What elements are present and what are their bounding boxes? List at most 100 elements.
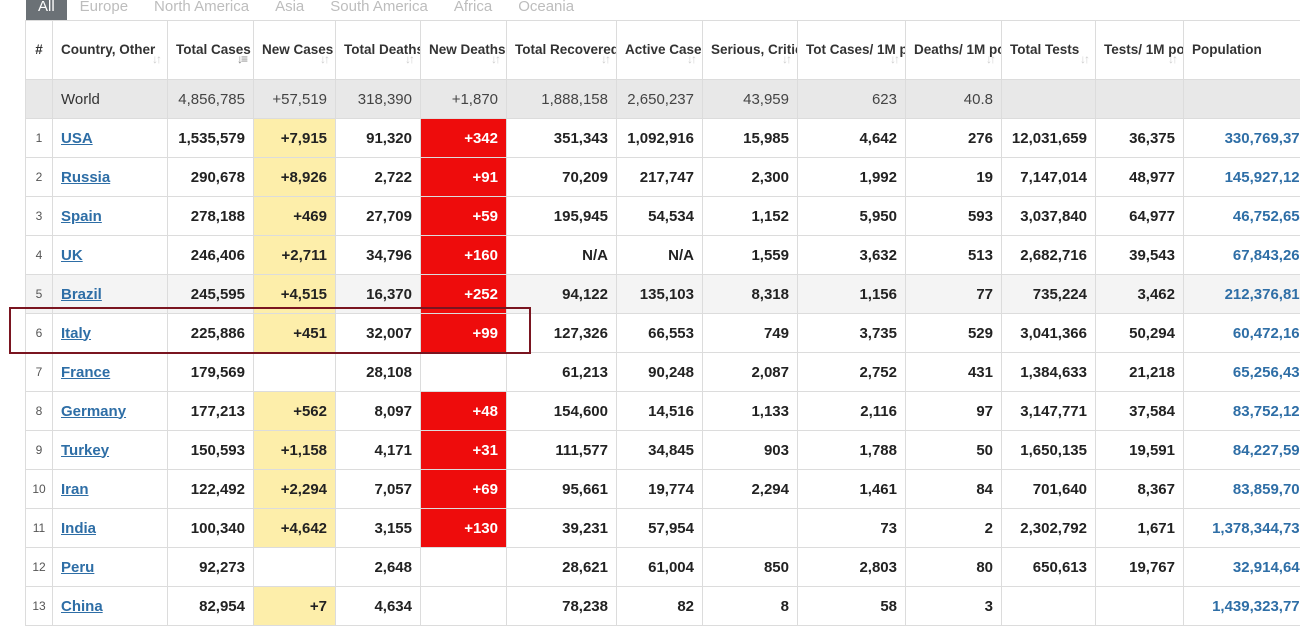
country-link[interactable]: Spain	[61, 208, 102, 225]
column-header-total-cases[interactable]: Total Cases↓≡	[168, 21, 254, 80]
column-header-deaths-per-m[interactable]: Deaths/ 1M pop↓↑	[906, 21, 1002, 80]
cell-deaths-per-m: 529	[906, 314, 1002, 353]
tab-oceania[interactable]: Oceania	[505, 0, 587, 20]
cell-country: UK	[53, 236, 168, 275]
cell-tests-per-m: 48,977	[1096, 158, 1184, 197]
sort-arrows-icon[interactable]: ↓↑	[405, 49, 413, 69]
country-link[interactable]: Turkey	[61, 442, 109, 459]
cell-new-cases: +7,915	[254, 119, 336, 158]
column-header-tests-per-m[interactable]: Tests/ 1M pop↓↑	[1096, 21, 1184, 80]
column-header-population[interactable]: Population↓↑	[1184, 21, 1300, 80]
cell-deaths-per-m: 593	[906, 197, 1002, 236]
cell-deaths-per-m: 97	[906, 392, 1002, 431]
cell-population: 32,914,644	[1184, 548, 1300, 587]
cell-idx: 10	[26, 470, 53, 509]
cell-idx: 2	[26, 158, 53, 197]
tab-asia[interactable]: Asia	[262, 0, 317, 20]
column-header-cases-per-m[interactable]: Tot Cases/ 1M pop↓↑	[798, 21, 906, 80]
cell-new-deaths	[421, 353, 507, 392]
country-link[interactable]: India	[61, 520, 96, 537]
column-header-total-recovered[interactable]: Total Recovered↓↑	[507, 21, 617, 80]
cell-total-tests: 12,031,659	[1002, 119, 1096, 158]
country-link[interactable]: China	[61, 598, 103, 615]
sort-arrows-icon[interactable]: ↓↑	[1080, 49, 1088, 69]
cell-serious: 903	[703, 431, 798, 470]
cell-country: Peru	[53, 548, 168, 587]
cell-total-cases: 82,954	[168, 587, 254, 626]
country-link[interactable]: Brazil	[61, 286, 102, 303]
country-link[interactable]: Germany	[61, 403, 126, 420]
cell-total-tests	[1002, 80, 1096, 119]
cell-total-recovered: 351,343	[507, 119, 617, 158]
column-header-active-cases[interactable]: Active Cases↓↑	[617, 21, 703, 80]
cell-country: Italy	[53, 314, 168, 353]
sort-arrows-icon[interactable]: ↓↑	[986, 49, 994, 69]
cell-total-recovered: 127,326	[507, 314, 617, 353]
country-link[interactable]: USA	[61, 130, 93, 147]
column-header-total-deaths[interactable]: Total Deaths↓↑	[336, 21, 421, 80]
sort-arrows-icon[interactable]: ↓↑	[687, 49, 695, 69]
sort-arrows-icon[interactable]: ↓≡	[237, 49, 246, 69]
country-link[interactable]: UK	[61, 247, 83, 264]
cell-total-tests: 650,613	[1002, 548, 1096, 587]
country-link[interactable]: Iran	[61, 481, 89, 498]
cell-total-recovered: 154,600	[507, 392, 617, 431]
cell-total-recovered: 61,213	[507, 353, 617, 392]
country-link[interactable]: Peru	[61, 559, 94, 576]
column-header-new-deaths[interactable]: New Deaths↓↑	[421, 21, 507, 80]
tab-all[interactable]: All	[26, 0, 67, 20]
sort-arrows-icon[interactable]: ↓↑	[320, 49, 328, 69]
cell-total-deaths: 32,007	[336, 314, 421, 353]
column-header-total-tests[interactable]: Total Tests↓↑	[1002, 21, 1096, 80]
cell-cases-per-m: 2,752	[798, 353, 906, 392]
cell-deaths-per-m: 77	[906, 275, 1002, 314]
tab-south-america[interactable]: South America	[317, 0, 441, 20]
column-header-label: #	[35, 42, 43, 57]
cell-new-deaths: +69	[421, 470, 507, 509]
cell-active-cases: 90,248	[617, 353, 703, 392]
cell-total-deaths: 4,634	[336, 587, 421, 626]
cell-total-deaths: 27,709	[336, 197, 421, 236]
country-link[interactable]: France	[61, 364, 110, 381]
tab-africa[interactable]: Africa	[441, 0, 505, 20]
cell-total-tests: 1,384,633	[1002, 353, 1096, 392]
cell-tests-per-m: 1,671	[1096, 509, 1184, 548]
country-link[interactable]: Italy	[61, 325, 91, 342]
cell-country: Spain	[53, 197, 168, 236]
sort-arrows-icon[interactable]: ↓↑	[782, 49, 790, 69]
cell-idx: 12	[26, 548, 53, 587]
cell-deaths-per-m: 513	[906, 236, 1002, 275]
cell-total-recovered: 111,577	[507, 431, 617, 470]
column-header-serious[interactable]: Serious, Critical↓↑	[703, 21, 798, 80]
sort-arrows-icon[interactable]: ↓↑	[152, 49, 160, 69]
column-header-label: Country, Other	[61, 42, 155, 57]
cell-serious: 1,133	[703, 392, 798, 431]
cell-total-tests: 1,650,135	[1002, 431, 1096, 470]
cell-cases-per-m: 1,461	[798, 470, 906, 509]
sort-arrows-icon[interactable]: ↓↑	[491, 49, 499, 69]
sort-arrows-icon[interactable]: ↓↑	[890, 49, 898, 69]
cell-total-tests	[1002, 587, 1096, 626]
cell-total-cases: 1,535,579	[168, 119, 254, 158]
cell-cases-per-m: 3,735	[798, 314, 906, 353]
cell-new-cases: +562	[254, 392, 336, 431]
cell-new-cases: +4,515	[254, 275, 336, 314]
cell-tests-per-m: 8,367	[1096, 470, 1184, 509]
cell-serious: 850	[703, 548, 798, 587]
cell-population: 65,256,433	[1184, 353, 1300, 392]
tab-europe[interactable]: Europe	[67, 0, 141, 20]
sort-arrows-icon[interactable]: ↓↑	[1168, 49, 1176, 69]
cell-total-deaths: 318,390	[336, 80, 421, 119]
tab-north-america[interactable]: North America	[141, 0, 262, 20]
cell-serious: 1,152	[703, 197, 798, 236]
cell-total-recovered: 94,122	[507, 275, 617, 314]
country-link[interactable]: Russia	[61, 169, 110, 186]
column-header-country[interactable]: Country, Other↓↑	[53, 21, 168, 80]
cell-cases-per-m: 1,156	[798, 275, 906, 314]
cell-population: 46,752,654	[1184, 197, 1300, 236]
sort-arrows-icon[interactable]: ↓↑	[601, 49, 609, 69]
cell-deaths-per-m: 50	[906, 431, 1002, 470]
column-header-new-cases[interactable]: New Cases↓↑	[254, 21, 336, 80]
